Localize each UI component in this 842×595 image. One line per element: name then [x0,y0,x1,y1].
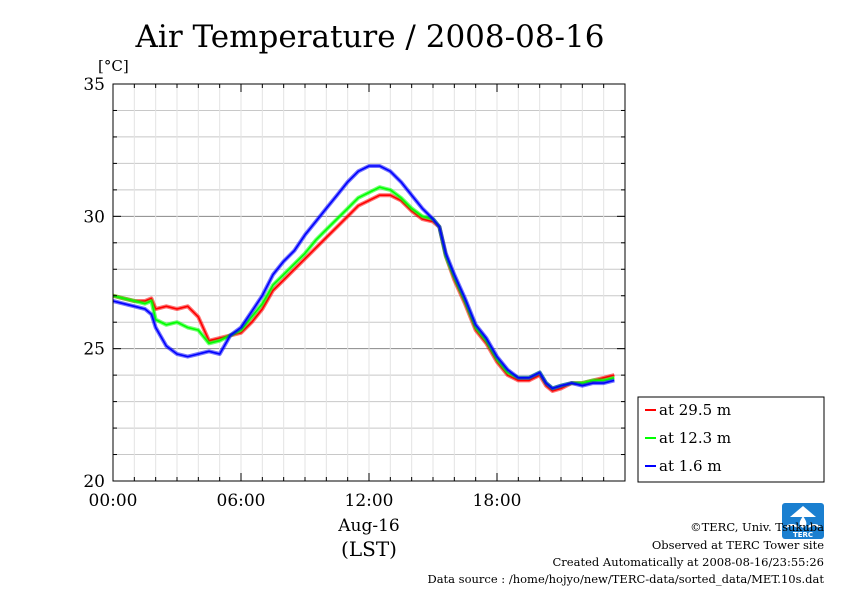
y-tick-label: 20 [83,472,105,492]
y-tick-label: 30 [83,207,105,227]
legend-label: at 12.3 m [659,429,731,447]
x-axis-timezone-label: (LST) [341,537,397,561]
legend-label: at 29.5 m [659,401,731,419]
legend-label: at 1.6 m [659,457,722,475]
x-tick-label: 06:00 [217,491,266,511]
logo-roof-icon [790,506,816,517]
legend: at 29.5 m at 12.3 m at 1.6 m [637,396,825,483]
legend-box [637,396,825,483]
series-halo-0 [112,193,615,393]
series-line-0 [112,194,615,392]
credit-copyright: ©TERC, Univ. Tsukuba [690,520,824,534]
credit-source: Data source : /home/hojyo/new/TERC-data/… [427,572,824,586]
series-line-2 [112,165,615,390]
y-axis-unit: [°C] [98,57,129,75]
x-axis-date-label: Aug-16 [337,516,399,536]
axis-ticks: 20 25 30 35 00:00 06:00 12:00 18:00 [83,75,626,511]
series-lines [112,164,615,393]
credit-created: Created Automatically at 2008-08-16/23:5… [553,555,825,569]
x-tick-label: 12:00 [345,491,394,511]
y-tick-label: 35 [83,75,105,95]
x-tick-label: 00:00 [89,491,138,511]
grid-lines [113,84,625,481]
series-halo-2 [112,164,615,391]
terc-logo: TERC [782,503,824,539]
x-tick-label: 18:00 [473,491,522,511]
logo-drop-icon [799,516,807,528]
logo-text: TERC [793,531,813,539]
logo-wave-icon [785,524,821,528]
chart-title: Air Temperature / 2008-08-16 [135,19,605,55]
y-tick-label: 25 [83,340,105,360]
credit-observed: Observed at TERC Tower site [652,538,824,552]
